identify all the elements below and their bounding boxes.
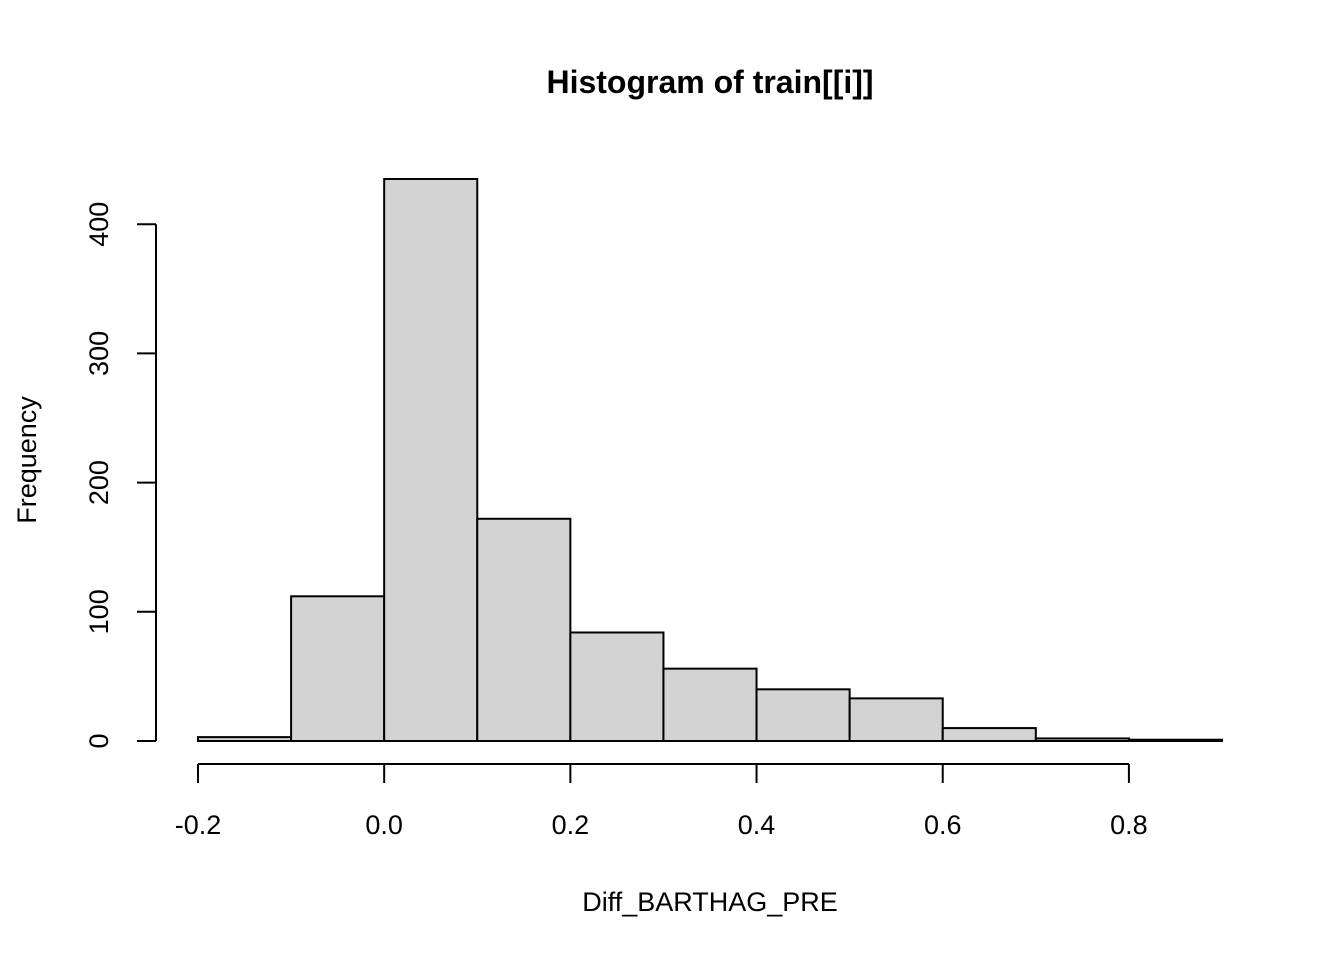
y-axis-label: Frequency	[12, 396, 42, 524]
histogram-bar-9	[1034, 737, 1130, 742]
y-tick-label-0: 0	[84, 733, 114, 748]
y-tick-label-2: 200	[84, 460, 114, 505]
y-tick-label-1: 100	[84, 589, 114, 634]
y-tick-label-3: 300	[84, 331, 114, 376]
histogram-bar-7	[848, 697, 944, 742]
x-tick-label-2: 0.2	[552, 810, 590, 840]
histogram-bars	[197, 178, 1224, 743]
histogram-bar-10	[1127, 738, 1224, 743]
histogram-bar-6	[755, 688, 851, 743]
chart-title: Histogram of train[[i]]	[546, 64, 873, 100]
y-axis-ticks: 0 100 200 300 400	[84, 202, 156, 749]
y-tick-label-4: 400	[84, 202, 114, 247]
histogram-bar-1	[290, 595, 386, 742]
x-axis-ticks: -0.2 0.0 0.2 0.4 0.6 0.8	[175, 764, 1148, 840]
x-axis-label: Diff_BARTHAG_PRE	[582, 887, 838, 917]
x-tick-label-1: 0.0	[365, 810, 403, 840]
histogram-bar-5	[662, 667, 758, 743]
histogram-bar-8	[941, 727, 1037, 743]
histogram-bar-2	[383, 178, 479, 742]
x-tick-label-4: 0.6	[924, 810, 962, 840]
y-axis: 0 100 200 300 400	[84, 202, 157, 749]
x-tick-label-0: -0.2	[175, 810, 222, 840]
histogram-bar-4	[569, 631, 665, 742]
histogram-bar-3	[476, 517, 572, 743]
x-tick-label-5: 0.8	[1110, 810, 1148, 840]
histogram-bar-0	[197, 736, 293, 742]
x-axis: -0.2 0.0 0.2 0.4 0.6 0.8	[175, 763, 1148, 840]
x-tick-label-3: 0.4	[738, 810, 776, 840]
